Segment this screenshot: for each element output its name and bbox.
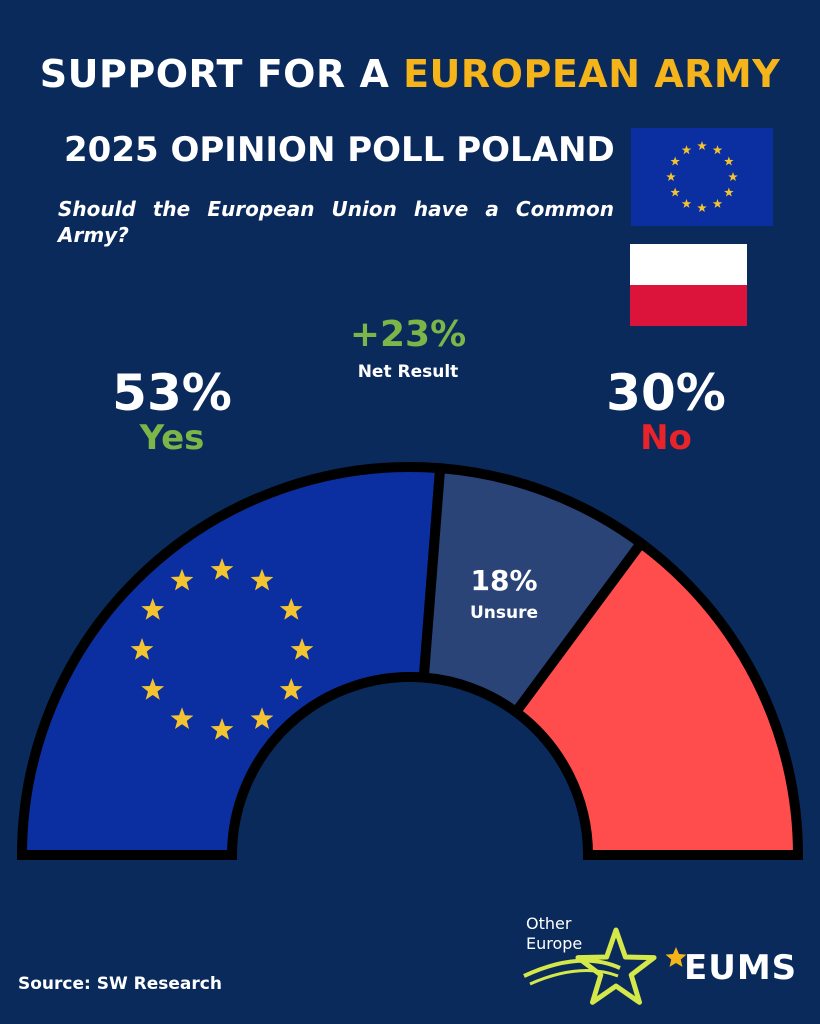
star-icon xyxy=(670,187,680,197)
net-result-value: +23% xyxy=(349,314,467,355)
star-icon xyxy=(712,145,723,155)
star-icon xyxy=(681,145,692,155)
star-icon xyxy=(170,707,194,729)
other-europe-line2: Europe xyxy=(526,934,583,953)
star-icon xyxy=(697,203,707,213)
arc-segment-yes xyxy=(16,462,446,860)
star-icon xyxy=(712,198,723,208)
yes-label: Yes xyxy=(139,418,205,458)
star-icon xyxy=(141,678,165,700)
star-icon xyxy=(724,187,734,197)
star-icon xyxy=(724,156,734,166)
star-icon xyxy=(250,707,274,729)
yes-percent: 53% xyxy=(112,364,232,422)
title-accent: EUROPEAN ARMY xyxy=(403,52,781,96)
net-result-label: Net Result xyxy=(357,362,459,382)
star-icon xyxy=(681,198,692,208)
star-icon xyxy=(141,598,165,620)
star-icon xyxy=(728,172,738,182)
star-icon xyxy=(279,598,303,620)
eu-flag-icon xyxy=(631,128,773,226)
poll-subtitle: 2025 OPINION POLL POLAND xyxy=(64,130,615,170)
star-icon xyxy=(670,156,680,166)
star-icon xyxy=(279,678,303,700)
star-icon xyxy=(130,638,154,660)
source-note: Source: SW Research xyxy=(18,974,222,994)
other-europe-logo xyxy=(523,927,657,1005)
arc-segment-unsure xyxy=(418,462,648,719)
star-icon xyxy=(170,568,194,591)
other-europe-line1: Other xyxy=(526,914,572,933)
title-main: SUPPORT FOR A xyxy=(39,52,404,96)
star-icon xyxy=(697,141,707,151)
star-icon xyxy=(666,172,676,182)
poland-flag-icon xyxy=(630,244,747,326)
semicircle-chart: 18% Unsure xyxy=(16,462,804,860)
unsure-label: Unsure xyxy=(470,603,538,623)
arc-segment-no xyxy=(508,536,804,860)
eums-star-icon xyxy=(665,947,687,967)
no-percent: 30% xyxy=(606,364,726,422)
star-icon xyxy=(210,558,234,580)
unsure-percent: 18% xyxy=(470,564,537,597)
no-label: No xyxy=(640,418,692,458)
page-title: SUPPORT FOR A EUROPEAN ARMY xyxy=(0,52,820,96)
poll-question: Should the European Union have a Common … xyxy=(58,197,614,247)
star-icon xyxy=(210,718,234,740)
star-icon xyxy=(290,638,314,660)
eums-logo-text: EUMS xyxy=(684,948,798,988)
star-icon xyxy=(250,568,274,591)
